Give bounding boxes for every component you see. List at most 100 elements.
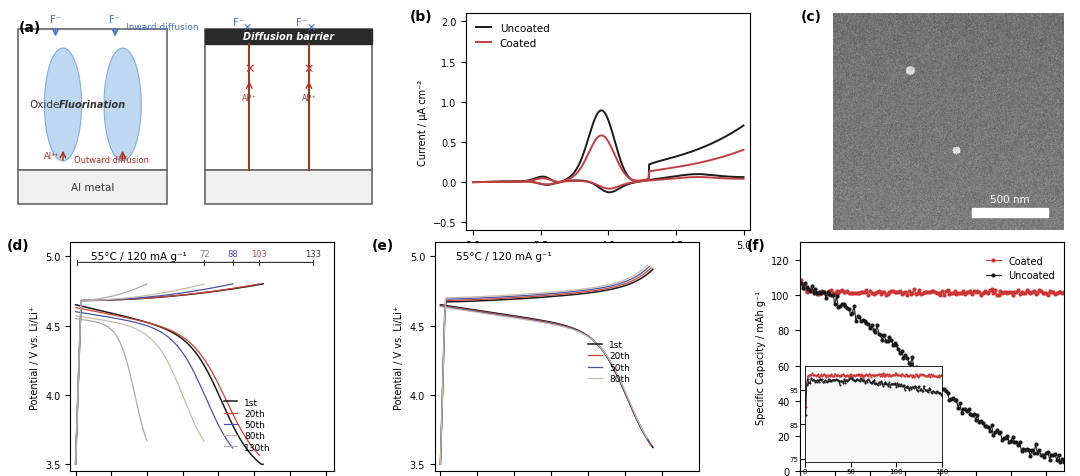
Coated (943, 291, 956, 297)
Text: 500 nm: 500 nm (989, 195, 1029, 205)
50th (562, 325, 575, 331)
Text: 103: 103 (252, 250, 268, 258)
80th (434, 304, 447, 310)
Uncoated (934, 387, 947, 393)
50th (69, 309, 82, 315)
130th (69, 316, 82, 322)
1st (626, 409, 639, 415)
Uncoated (798, 280, 811, 286)
Text: Al³⁺: Al³⁺ (301, 94, 316, 103)
Text: F⁻: F⁻ (296, 18, 307, 28)
Text: Al³⁺: Al³⁺ (44, 151, 60, 160)
Legend: 1st, 20th, 50th, 80th: 1st, 20th, 50th, 80th (584, 337, 634, 387)
50th (643, 439, 656, 445)
80th (621, 395, 634, 401)
Y-axis label: Potential / V vs. Li/Li⁺: Potential / V vs. Li/Li⁺ (394, 305, 404, 409)
130th (134, 416, 147, 421)
1st (434, 302, 447, 308)
Line: 50th: 50th (76, 312, 232, 448)
1st (180, 340, 193, 346)
20th (181, 338, 194, 344)
Line: 80th: 80th (441, 307, 647, 438)
80th (69, 313, 82, 319)
1st (564, 325, 577, 330)
1st (227, 424, 240, 430)
Text: 88: 88 (227, 250, 238, 258)
Text: (b): (b) (409, 10, 432, 24)
50th (557, 324, 570, 329)
1st (613, 378, 626, 384)
Uncoated (945, 397, 958, 402)
Uncoated (795, 280, 808, 286)
80th (146, 337, 159, 343)
80th (556, 324, 569, 330)
1st (70, 302, 83, 308)
1st (559, 323, 572, 329)
Text: F⁻: F⁻ (109, 15, 121, 25)
80th (145, 337, 158, 343)
20th (611, 374, 624, 380)
Uncoated (978, 424, 991, 429)
Uncoated (883, 335, 896, 340)
Uncoated (1057, 459, 1070, 465)
50th (165, 337, 178, 343)
20th (434, 303, 447, 309)
80th (148, 339, 161, 345)
130th (69, 316, 82, 322)
50th (434, 304, 447, 309)
80th (640, 436, 653, 441)
20th (224, 407, 237, 412)
130th (111, 336, 124, 342)
80th (608, 367, 621, 372)
80th (186, 416, 199, 421)
1st (561, 324, 573, 329)
1st (184, 344, 197, 349)
20th (558, 324, 571, 329)
80th (434, 304, 447, 310)
20th (253, 453, 266, 458)
50th (434, 304, 447, 309)
50th (162, 335, 175, 340)
Text: 55°C / 120 mA g⁻¹: 55°C / 120 mA g⁻¹ (92, 252, 187, 262)
Uncoated (901, 355, 914, 361)
Text: Diffusion barrier: Diffusion barrier (243, 32, 334, 42)
Y-axis label: Current / μA cm⁻²: Current / μA cm⁻² (418, 79, 428, 166)
20th (70, 305, 83, 311)
130th (112, 338, 125, 344)
Coated (1057, 289, 1070, 295)
Coated (932, 291, 945, 297)
80th (69, 313, 82, 319)
Text: 72: 72 (199, 250, 210, 258)
Legend: 1st, 20th, 50th, 80th, 130th: 1st, 20th, 50th, 80th, 130th (220, 394, 274, 456)
80th (561, 325, 573, 331)
1st (69, 302, 82, 308)
Line: 1st: 1st (76, 305, 264, 464)
Coated (976, 291, 989, 297)
Text: (a): (a) (18, 21, 41, 35)
50th (69, 309, 82, 315)
Text: Al metal: Al metal (71, 183, 114, 192)
50th (226, 445, 239, 451)
Uncoated (1013, 439, 1026, 445)
Coated (881, 292, 894, 298)
Text: Fluorination: Fluorination (59, 100, 126, 110)
Bar (204, 30, 373, 170)
Y-axis label: Potential / V vs. Li/Li⁺: Potential / V vs. Li/Li⁺ (29, 305, 40, 409)
Coated (993, 293, 1005, 298)
Bar (18, 30, 167, 170)
Bar (204, 170, 373, 205)
130th (140, 438, 153, 444)
20th (69, 305, 82, 311)
130th (111, 336, 124, 341)
Bar (972, 208, 1048, 218)
Line: Coated: Coated (799, 278, 1066, 298)
Text: Outward diffusion: Outward diffusion (75, 156, 149, 165)
Text: F⁻: F⁻ (50, 15, 62, 25)
Text: (c): (c) (800, 10, 822, 24)
Line: 20th: 20th (76, 308, 259, 456)
1st (180, 340, 193, 346)
Legend: Coated, Uncoated: Coated, Uncoated (982, 252, 1058, 285)
20th (563, 325, 576, 330)
1st (255, 461, 268, 467)
Coated (1013, 292, 1026, 298)
